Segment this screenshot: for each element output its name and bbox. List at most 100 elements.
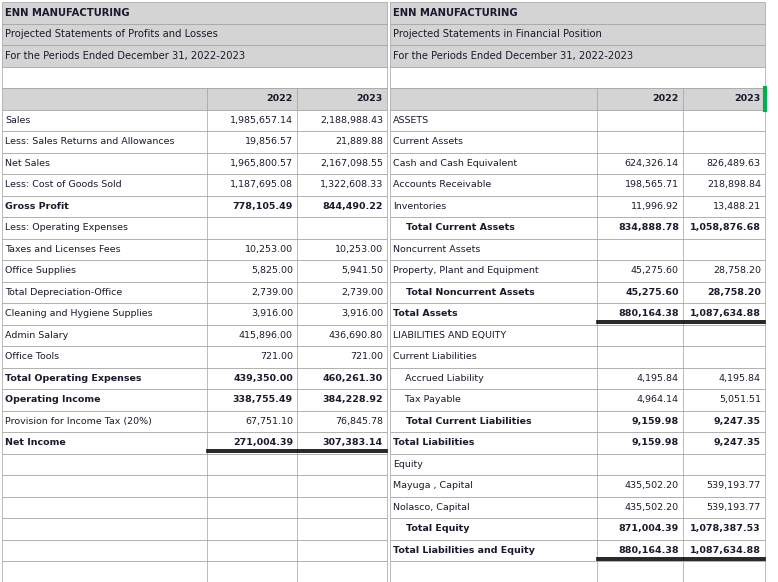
Bar: [2, 367, 387, 389]
Text: 218,898.84: 218,898.84: [707, 180, 761, 189]
Text: 2022: 2022: [267, 94, 293, 103]
Text: Projected Statements in Financial Position: Projected Statements in Financial Positi…: [393, 29, 602, 39]
Text: 460,261.30: 460,261.30: [323, 374, 383, 383]
Text: 3,916.00: 3,916.00: [341, 309, 383, 318]
Bar: [2, 282, 387, 303]
Bar: [2, 109, 387, 131]
Bar: [2, 389, 387, 410]
Text: 844,490.22: 844,490.22: [323, 202, 383, 211]
Bar: [390, 475, 765, 496]
Bar: [390, 325, 765, 346]
Text: 21,889.88: 21,889.88: [335, 137, 383, 146]
Bar: [390, 66, 765, 88]
Bar: [390, 389, 765, 410]
Text: ENN MANUFACTURING: ENN MANUFACTURING: [5, 8, 130, 17]
Bar: [390, 152, 765, 174]
Text: For the Periods Ended December 31, 2022-2023: For the Periods Ended December 31, 2022-…: [393, 51, 633, 61]
Bar: [390, 518, 765, 540]
Text: Mayuga , Capital: Mayuga , Capital: [393, 481, 473, 490]
Text: Projected Statements of Profits and Losses: Projected Statements of Profits and Loss…: [5, 29, 218, 39]
Text: 1,965,800.57: 1,965,800.57: [230, 159, 293, 168]
Bar: [390, 540, 765, 561]
Text: 1,985,657.14: 1,985,657.14: [230, 116, 293, 125]
Text: 3,916.00: 3,916.00: [251, 309, 293, 318]
Text: Total Noncurrent Assets: Total Noncurrent Assets: [393, 288, 534, 297]
Text: 4,964.14: 4,964.14: [637, 395, 679, 404]
Bar: [2, 88, 387, 109]
Bar: [2, 518, 387, 540]
Text: 1,322,608.33: 1,322,608.33: [320, 180, 383, 189]
Text: 1,078,387.53: 1,078,387.53: [690, 524, 761, 533]
Text: 4,195.84: 4,195.84: [637, 374, 679, 383]
Bar: [390, 131, 765, 152]
Bar: [390, 174, 765, 196]
Text: Less: Cost of Goods Sold: Less: Cost of Goods Sold: [5, 180, 121, 189]
Text: 384,228.92: 384,228.92: [322, 395, 383, 404]
Bar: [2, 432, 387, 453]
Text: 5,941.50: 5,941.50: [341, 266, 383, 275]
Text: Office Tools: Office Tools: [5, 352, 59, 361]
Bar: [2, 346, 387, 367]
Bar: [390, 282, 765, 303]
Text: Less: Sales Returns and Allowances: Less: Sales Returns and Allowances: [5, 137, 174, 146]
Bar: [2, 496, 387, 518]
Bar: [2, 66, 387, 88]
Text: 9,247.35: 9,247.35: [714, 438, 761, 447]
Text: Equity: Equity: [393, 460, 423, 469]
Text: 5,051.51: 5,051.51: [719, 395, 761, 404]
Text: Accrued Liability: Accrued Liability: [393, 374, 484, 383]
Bar: [2, 260, 387, 282]
Bar: [390, 2, 765, 23]
Text: Operating Income: Operating Income: [5, 395, 100, 404]
Text: LIABILITIES AND EQUITY: LIABILITIES AND EQUITY: [393, 331, 506, 340]
Text: 2,188,988.43: 2,188,988.43: [320, 116, 383, 125]
Text: 778,105.49: 778,105.49: [233, 202, 293, 211]
Text: Total Liabilities and Equity: Total Liabilities and Equity: [393, 546, 535, 555]
Text: 435,502.20: 435,502.20: [625, 503, 679, 512]
Bar: [390, 367, 765, 389]
Bar: [390, 217, 765, 239]
Bar: [390, 88, 765, 109]
Text: 435,502.20: 435,502.20: [625, 481, 679, 490]
Text: 415,896.00: 415,896.00: [239, 331, 293, 340]
Text: Total Operating Expenses: Total Operating Expenses: [5, 374, 142, 383]
Text: 2022: 2022: [653, 94, 679, 103]
Bar: [390, 561, 765, 582]
Bar: [2, 2, 387, 23]
Text: 1,087,634.88: 1,087,634.88: [690, 309, 761, 318]
Bar: [390, 496, 765, 518]
Text: ENN MANUFACTURING: ENN MANUFACTURING: [393, 8, 517, 17]
Bar: [2, 325, 387, 346]
Text: 28,758.20: 28,758.20: [707, 288, 761, 297]
Text: 721.00: 721.00: [260, 352, 293, 361]
Text: 45,275.60: 45,275.60: [631, 266, 679, 275]
Bar: [390, 453, 765, 475]
Text: 76,845.78: 76,845.78: [335, 417, 383, 426]
Text: Total Current Assets: Total Current Assets: [393, 223, 515, 232]
Text: Property, Plant and Equipment: Property, Plant and Equipment: [393, 266, 538, 275]
Text: Tax Payable: Tax Payable: [393, 395, 461, 404]
Text: 834,888.78: 834,888.78: [618, 223, 679, 232]
Bar: [390, 260, 765, 282]
Bar: [390, 239, 765, 260]
Bar: [390, 196, 765, 217]
Text: 28,758.20: 28,758.20: [713, 266, 761, 275]
Text: ASSETS: ASSETS: [393, 116, 429, 125]
Text: 721.00: 721.00: [350, 352, 383, 361]
Text: 4,195.84: 4,195.84: [719, 374, 761, 383]
Bar: [2, 303, 387, 325]
Bar: [390, 109, 765, 131]
Bar: [2, 561, 387, 582]
Text: 19,856.57: 19,856.57: [245, 137, 293, 146]
Bar: [2, 131, 387, 152]
Text: 2,739.00: 2,739.00: [341, 288, 383, 297]
Bar: [2, 410, 387, 432]
Text: Net Sales: Net Sales: [5, 159, 50, 168]
Text: 2,167,098.55: 2,167,098.55: [320, 159, 383, 168]
Text: 9,159.98: 9,159.98: [632, 438, 679, 447]
Text: 5,825.00: 5,825.00: [251, 266, 293, 275]
Text: 10,253.00: 10,253.00: [335, 245, 383, 254]
Text: 198,565.71: 198,565.71: [625, 180, 679, 189]
Text: Cash and Cash Equivalent: Cash and Cash Equivalent: [393, 159, 517, 168]
Bar: [2, 174, 387, 196]
